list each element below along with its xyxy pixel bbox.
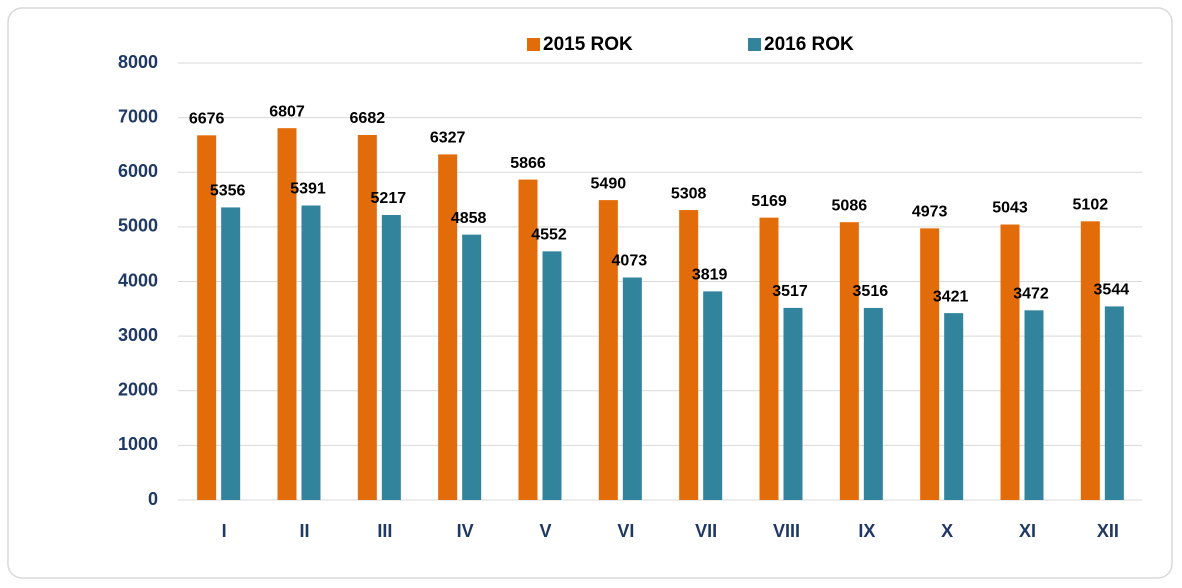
bar (438, 154, 458, 500)
value-label: 5217 (371, 190, 407, 207)
bar (277, 128, 297, 501)
bar (839, 222, 859, 500)
bar (920, 228, 940, 501)
chart-frame (7, 7, 1173, 579)
bar (1024, 310, 1044, 500)
bar (221, 207, 241, 500)
bar (622, 277, 642, 500)
value-label: 3516 (853, 283, 889, 300)
value-label: 5490 (591, 175, 627, 192)
y-tick-label: 3000 (118, 325, 158, 345)
x-tick-label: VII (695, 521, 717, 541)
value-label: 3544 (1094, 282, 1130, 299)
value-label: 5308 (671, 185, 707, 202)
value-label: 5866 (510, 155, 546, 172)
value-label: 6682 (350, 110, 386, 127)
value-label: 5043 (992, 200, 1028, 217)
y-tick-label: 1000 (118, 434, 158, 454)
bar (863, 307, 883, 500)
x-tick-label: IX (858, 521, 875, 541)
bar (381, 215, 401, 501)
bar (1104, 306, 1124, 500)
x-tick-label: IV (457, 521, 474, 541)
value-label: 4973 (912, 204, 948, 221)
value-label: 5391 (290, 181, 326, 198)
y-tick-label: 8000 (118, 52, 158, 72)
x-tick-label: XI (1019, 521, 1036, 541)
bar (197, 135, 217, 501)
bar (679, 210, 699, 500)
bar (301, 205, 321, 500)
bar (357, 134, 377, 501)
bar (542, 251, 562, 500)
x-tick-label: X (941, 521, 953, 541)
y-tick-label: 7000 (118, 106, 158, 126)
bar (518, 179, 538, 500)
legend-label: 2016 ROK (764, 34, 854, 55)
x-tick-label: II (299, 521, 309, 541)
value-label: 4552 (531, 227, 567, 244)
value-label: 5169 (751, 193, 787, 210)
y-tick-label: 5000 (118, 216, 158, 236)
value-label: 5356 (210, 183, 246, 200)
bar (783, 307, 803, 500)
x-tick-label: I (222, 521, 227, 541)
value-label: 6327 (430, 130, 466, 147)
x-tick-label: VIII (773, 521, 800, 541)
value-label: 6676 (189, 111, 225, 128)
value-label: 4073 (612, 253, 648, 270)
bar (759, 217, 779, 500)
value-label: 6807 (269, 103, 305, 120)
value-label: 3472 (1013, 286, 1049, 303)
x-tick-label: V (539, 521, 551, 541)
bar (598, 200, 618, 500)
y-tick-label: 2000 (118, 380, 158, 400)
bar (1080, 221, 1100, 500)
bar (703, 291, 723, 500)
bar (1000, 224, 1020, 500)
bar (944, 313, 964, 500)
value-label: 3819 (692, 267, 728, 284)
x-tick-label: III (377, 521, 392, 541)
value-label: 5086 (832, 197, 868, 214)
bar (462, 234, 482, 500)
x-tick-label: XII (1097, 521, 1119, 541)
legend-label: 2015 ROK (543, 34, 633, 55)
y-tick-label: 4000 (118, 270, 158, 290)
value-label: 4858 (451, 210, 487, 227)
legend-swatch (527, 38, 540, 51)
y-tick-label: 0 (148, 489, 158, 509)
legend-swatch (748, 38, 761, 51)
value-label: 5102 (1073, 197, 1109, 214)
x-tick-label: VI (617, 521, 634, 541)
value-label: 3517 (772, 283, 808, 300)
y-tick-label: 6000 (118, 161, 158, 181)
value-label: 3421 (933, 288, 969, 305)
